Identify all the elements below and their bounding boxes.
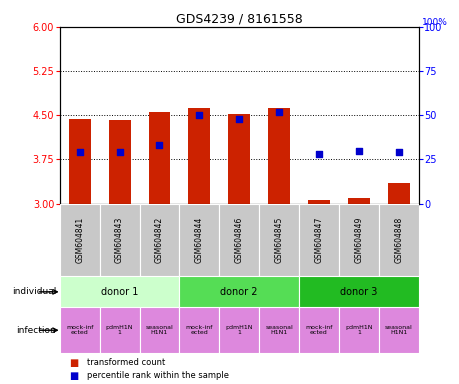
Text: mock-inf
ected: mock-inf ected (66, 325, 93, 336)
Bar (378, 204, 418, 276)
Bar (338, 307, 378, 353)
Point (314, 151, 322, 157)
Text: seasonal
H1N1: seasonal H1N1 (146, 325, 173, 336)
Text: individual: individual (12, 287, 56, 296)
Text: GSM604844: GSM604844 (195, 217, 203, 263)
Text: seasonal
H1N1: seasonal H1N1 (384, 325, 412, 336)
Bar (228, 114, 250, 204)
Bar (100, 204, 139, 276)
Bar (139, 307, 179, 353)
Bar (60, 204, 100, 276)
Text: ■: ■ (69, 358, 78, 368)
Bar (179, 276, 298, 307)
Bar (60, 307, 100, 353)
Bar (298, 307, 338, 353)
Text: seasonal
H1N1: seasonal H1N1 (265, 325, 292, 336)
Text: donor 1: donor 1 (101, 287, 138, 297)
Text: ■: ■ (69, 371, 78, 381)
Point (235, 116, 242, 122)
Text: 100%: 100% (421, 18, 447, 27)
Bar (387, 183, 409, 204)
Bar (378, 307, 418, 353)
Bar (338, 204, 378, 276)
Bar (100, 307, 139, 353)
Text: percentile rank within the sample: percentile rank within the sample (87, 371, 229, 380)
Bar (139, 204, 179, 276)
Point (394, 149, 402, 156)
Text: GSM604846: GSM604846 (234, 217, 243, 263)
Text: GSM604845: GSM604845 (274, 217, 283, 263)
Text: GSM604848: GSM604848 (393, 217, 402, 263)
Bar (148, 112, 170, 204)
Bar (69, 119, 90, 204)
Text: transformed count: transformed count (87, 358, 165, 367)
Bar (268, 108, 290, 204)
Bar (308, 200, 329, 204)
Point (275, 109, 282, 115)
Title: GDS4239 / 8161558: GDS4239 / 8161558 (175, 13, 302, 26)
Text: donor 2: donor 2 (220, 287, 257, 297)
Point (116, 149, 123, 156)
Bar (219, 204, 258, 276)
Text: GSM604842: GSM604842 (155, 217, 163, 263)
Bar (298, 276, 418, 307)
Text: pdmH1N
1: pdmH1N 1 (225, 325, 252, 336)
Bar (219, 307, 258, 353)
Text: mock-inf
ected: mock-inf ected (305, 325, 332, 336)
Point (76, 149, 83, 156)
Bar (179, 307, 219, 353)
Bar (179, 204, 219, 276)
Bar (258, 204, 298, 276)
Bar (60, 276, 179, 307)
Text: pdmH1N
1: pdmH1N 1 (106, 325, 133, 336)
Text: GSM604843: GSM604843 (115, 217, 124, 263)
Bar (347, 198, 369, 204)
Point (195, 112, 202, 118)
Text: GSM604849: GSM604849 (353, 217, 363, 263)
Text: mock-inf
ected: mock-inf ected (185, 325, 213, 336)
Bar (258, 307, 298, 353)
Text: GSM604841: GSM604841 (75, 217, 84, 263)
Bar (108, 120, 130, 204)
Point (156, 142, 163, 148)
Text: pdmH1N
1: pdmH1N 1 (344, 325, 372, 336)
Bar (188, 108, 210, 204)
Text: GSM604847: GSM604847 (314, 217, 323, 263)
Point (354, 147, 362, 154)
Bar (298, 204, 338, 276)
Text: infection: infection (17, 326, 56, 335)
Text: donor 3: donor 3 (339, 287, 377, 297)
